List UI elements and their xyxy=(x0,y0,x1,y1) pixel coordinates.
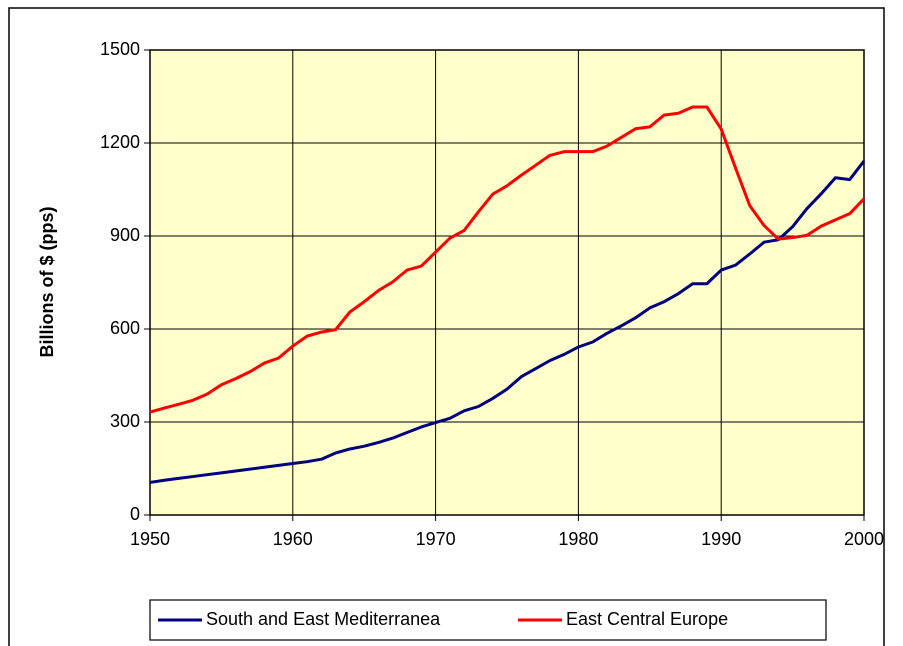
legend-label: East Central Europe xyxy=(566,609,728,629)
y-tick-label: 300 xyxy=(110,411,140,431)
x-tick-label: 2000 xyxy=(844,529,884,549)
series-line xyxy=(149,160,866,484)
legend-box xyxy=(149,599,827,641)
legend-label: South and East Mediterranea xyxy=(206,609,441,629)
y-tick-label: 1500 xyxy=(100,39,140,59)
y-tick-label: 0 xyxy=(130,504,140,524)
y-tick-label: 900 xyxy=(110,225,140,245)
y-axis-label: Billions of $ (pps) xyxy=(37,206,57,357)
plot-border xyxy=(149,49,865,516)
x-tick-label: 1970 xyxy=(416,529,456,549)
series-line xyxy=(149,105,866,414)
plot-area xyxy=(150,50,864,515)
x-tick-label: 1950 xyxy=(130,529,170,549)
x-tick-label: 1960 xyxy=(273,529,313,549)
y-tick-label: 600 xyxy=(110,318,140,338)
x-tick-label: 1990 xyxy=(701,529,741,549)
y-tick-label: 1200 xyxy=(100,132,140,152)
x-tick-label: 1980 xyxy=(558,529,598,549)
